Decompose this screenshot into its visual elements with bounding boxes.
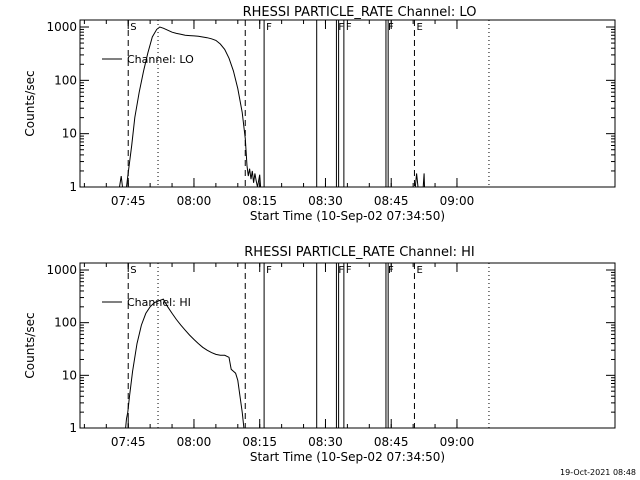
series-line — [119, 26, 425, 188]
event-marker-label: F — [388, 22, 394, 33]
x-tick-label: 07:45 — [111, 435, 146, 449]
event-marker-label: S — [130, 265, 136, 276]
event-marker-label: F — [338, 265, 344, 276]
x-tick-label: 08:00 — [177, 435, 212, 449]
x-tick-label: 08:15 — [242, 194, 277, 208]
y-tick-label: 1000 — [46, 20, 77, 34]
y-tick-label: 10 — [62, 127, 77, 141]
x-tick-label: 08:30 — [308, 194, 343, 208]
event-marker-label: E — [416, 265, 422, 276]
y-tick-label: 10 — [62, 368, 77, 382]
event-marker-label: F — [266, 265, 272, 276]
x-tick-label: 08:30 — [308, 435, 343, 449]
x-tick-label: 08:15 — [242, 435, 277, 449]
event-marker-label: F — [266, 22, 272, 33]
event-marker-label: F — [388, 265, 394, 276]
panel-lo: RHESSI PARTICLE_RATE Channel: LO 1 10 100 10… — [23, 5, 616, 223]
x-axis-label: Start Time (10-Sep-02 07:34:50) — [250, 450, 445, 464]
y-tick-label: 1 — [69, 180, 77, 194]
x-tick-label: 08:45 — [374, 435, 409, 449]
y-tick-label: 1 — [69, 421, 77, 435]
series-line — [125, 298, 245, 429]
x-axis-label: Start Time (10-Sep-02 07:34:50) — [250, 209, 445, 223]
x-tick-label: 07:45 — [111, 194, 146, 208]
y-axis-label: Counts/sec — [23, 70, 37, 136]
legend-label: Channel: LO — [127, 53, 194, 66]
event-marker-label: F — [346, 265, 352, 276]
event-marker-label: F — [346, 22, 352, 33]
y-tick-label: 100 — [54, 316, 77, 330]
event-marker-label: E — [416, 22, 422, 33]
chart-title: RHESSI PARTICLE_RATE Channel: LO — [243, 5, 477, 20]
x-tick-label: 09:00 — [440, 435, 475, 449]
legend-label: Channel: HI — [127, 296, 191, 309]
y-axis-label: Counts/sec — [23, 312, 37, 378]
event-marker-label: S — [130, 22, 136, 33]
panel-hi: RHESSI PARTICLE_RATE Channel: HI 1 10 100 10… — [23, 245, 616, 464]
x-tick-label: 08:45 — [374, 194, 409, 208]
y-tick-label: 1000 — [46, 263, 77, 277]
chart-title: RHESSI PARTICLE_RATE Channel: HI — [244, 245, 474, 260]
y-tick-label: 100 — [54, 73, 77, 87]
footer-date: 19-Oct-2021 08:48 — [560, 468, 636, 477]
event-marker-label: F — [338, 22, 344, 33]
x-tick-label: 08:00 — [177, 194, 212, 208]
x-tick-label: 09:00 — [440, 194, 475, 208]
